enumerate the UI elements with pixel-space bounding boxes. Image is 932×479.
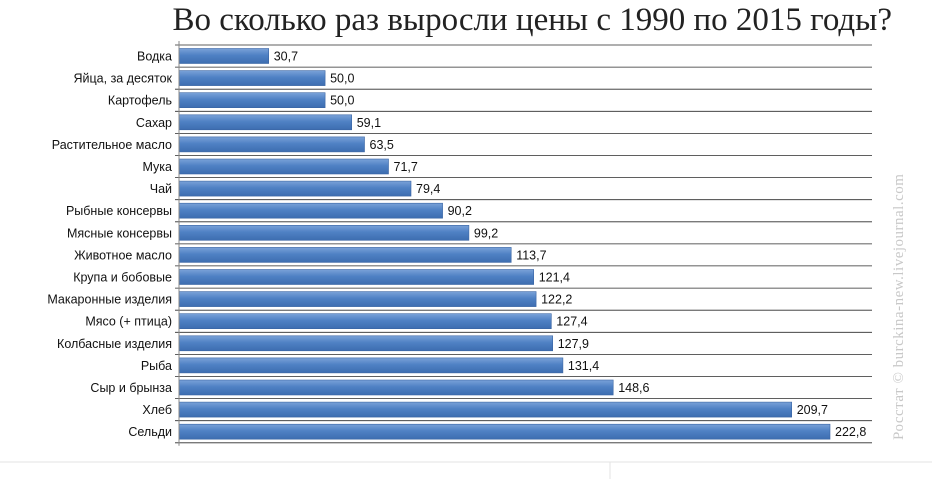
category-label: Сельди bbox=[128, 425, 172, 439]
bar bbox=[178, 269, 535, 285]
value-label: 127,9 bbox=[558, 337, 589, 351]
category-label: Макаронные изделия bbox=[47, 293, 172, 307]
bar bbox=[178, 202, 443, 219]
category-label: Сыр и брынза bbox=[90, 381, 172, 395]
bar bbox=[178, 158, 389, 175]
value-label: 63,5 bbox=[370, 138, 394, 152]
bar bbox=[178, 92, 326, 108]
value-label: 59,1 bbox=[357, 116, 381, 130]
bar bbox=[178, 136, 365, 153]
bar bbox=[178, 247, 512, 263]
category-label: Животное масло bbox=[74, 248, 172, 262]
category-label: Мясо (+ птица) bbox=[85, 315, 172, 329]
value-label: 50,0 bbox=[330, 72, 354, 86]
category-label: Яйца, за десяток bbox=[74, 72, 173, 86]
bar bbox=[178, 225, 470, 241]
category-label: Колбасные изделия bbox=[57, 337, 172, 351]
value-label: 71,7 bbox=[394, 160, 418, 174]
bar bbox=[178, 423, 831, 440]
bar bbox=[178, 313, 552, 330]
value-label: 209,7 bbox=[797, 403, 828, 417]
category-label: Растительное масло bbox=[52, 138, 172, 152]
category-label: Хлеб bbox=[142, 403, 172, 417]
bar bbox=[178, 48, 269, 64]
bar bbox=[178, 379, 614, 396]
category-label: Чай bbox=[150, 182, 172, 196]
value-label: 222,8 bbox=[835, 425, 866, 439]
value-label: 121,4 bbox=[539, 271, 570, 285]
category-label: Рыбные консервы bbox=[66, 204, 172, 218]
category-label: Водка bbox=[137, 50, 172, 64]
bar bbox=[178, 70, 326, 86]
bar bbox=[178, 180, 412, 197]
axes bbox=[0, 41, 932, 479]
category-label: Рыба bbox=[141, 359, 172, 373]
grid-lines bbox=[175, 44, 872, 444]
bars bbox=[178, 48, 831, 440]
category-label: Мука bbox=[143, 160, 173, 174]
category-label: Сахар bbox=[136, 116, 172, 130]
bar bbox=[178, 291, 537, 307]
chart-title: Во сколько раз выросли цены с 1990 по 20… bbox=[172, 2, 892, 38]
bar bbox=[178, 357, 564, 374]
value-label: 30,7 bbox=[274, 50, 298, 64]
value-labels: 30,750,050,059,163,571,779,490,299,2113,… bbox=[274, 50, 867, 440]
bar bbox=[178, 401, 793, 418]
value-label: 127,4 bbox=[556, 315, 587, 329]
bar bbox=[178, 114, 352, 131]
bar bbox=[178, 335, 554, 352]
category-label: Крупа и бобовые bbox=[73, 271, 172, 285]
value-label: 131,4 bbox=[568, 359, 599, 373]
value-label: 79,4 bbox=[416, 182, 440, 196]
value-label: 122,2 bbox=[541, 293, 572, 307]
category-label: Картофель bbox=[108, 94, 172, 108]
category-labels: Водка Яйца, за десяток Картофель Сахар Расти… bbox=[47, 50, 172, 440]
category-label: Мясные консервы bbox=[67, 226, 172, 240]
value-label: 50,0 bbox=[330, 94, 354, 108]
value-label: 148,6 bbox=[618, 381, 649, 395]
value-label: 90,2 bbox=[448, 204, 472, 218]
value-label: 113,7 bbox=[516, 248, 546, 262]
watermark-text: Росстат © burckina-new.livejournal.com bbox=[891, 174, 907, 440]
value-label: 99,2 bbox=[474, 226, 498, 240]
